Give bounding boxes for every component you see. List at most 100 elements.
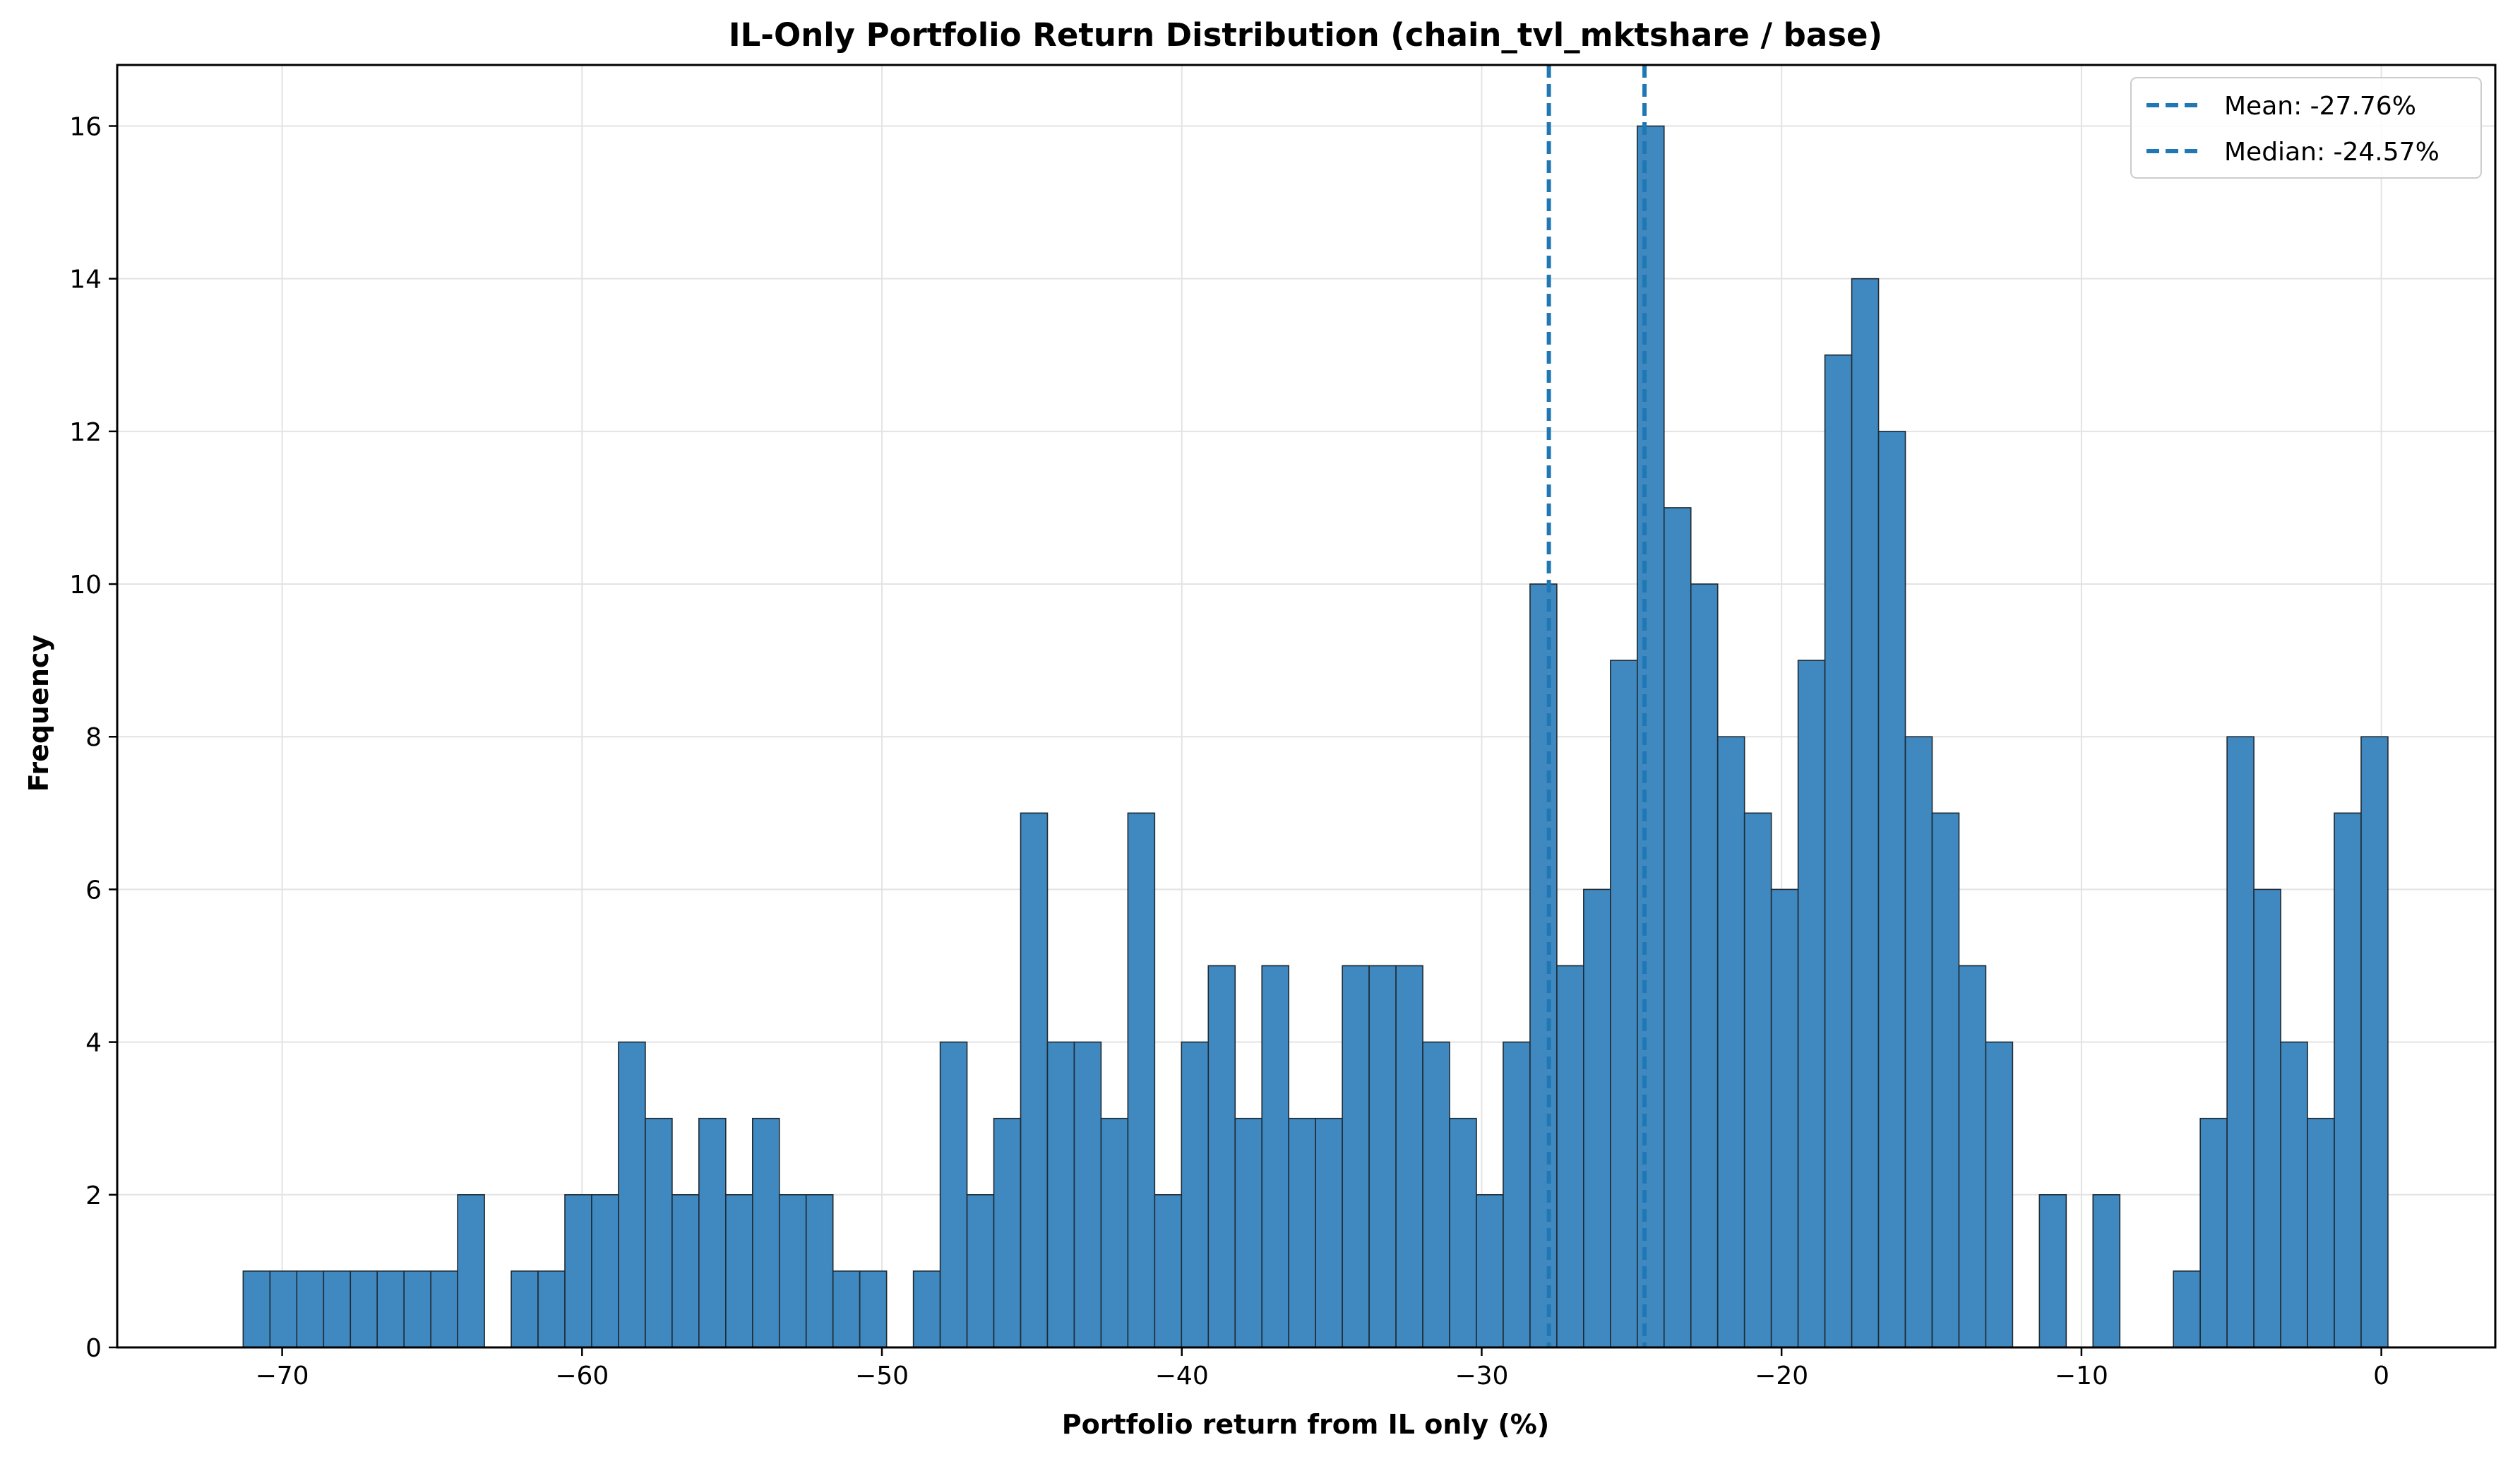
histogram-bar xyxy=(2253,888,2281,1348)
x-axis-label: Portfolio return from IL only (%) xyxy=(1062,1409,1549,1440)
histogram-bar xyxy=(1743,812,1772,1348)
histogram-bar xyxy=(2280,1041,2308,1348)
histogram-bar xyxy=(939,1041,968,1348)
y-tick-label: 2 xyxy=(85,1181,102,1210)
histogram-bar xyxy=(805,1194,834,1348)
y-tick-label: 0 xyxy=(85,1334,102,1363)
histogram-bar xyxy=(832,1270,861,1348)
histogram-bar xyxy=(993,1117,1022,1348)
histogram-bar xyxy=(510,1270,539,1348)
histogram-bar xyxy=(2334,812,2362,1348)
histogram-bar xyxy=(1958,965,1987,1348)
histogram-bar xyxy=(1716,736,1745,1348)
y-tick-label: 12 xyxy=(69,418,102,447)
histogram-bar xyxy=(1181,1041,1210,1348)
histogram-bar xyxy=(1851,278,1880,1348)
histogram-bar xyxy=(403,1270,431,1348)
x-tick-label: −40 xyxy=(1155,1362,1209,1390)
histogram-bar xyxy=(1610,660,1638,1348)
histogram-bar xyxy=(698,1117,727,1348)
histogram-bar xyxy=(1234,1117,1263,1348)
x-tick-label: −20 xyxy=(1755,1362,1808,1390)
histogram-bar xyxy=(1449,1117,1477,1348)
histogram-bar xyxy=(1985,1041,2014,1348)
histogram-bar xyxy=(1368,965,1397,1348)
histogram-bar xyxy=(242,1270,271,1348)
histogram-bar xyxy=(1207,965,1236,1348)
histogram-bar xyxy=(1663,507,1692,1348)
histogram-bar xyxy=(1583,888,1611,1348)
histogram-bar xyxy=(618,1041,646,1348)
histogram-bar xyxy=(1904,736,1933,1348)
histogram-bar xyxy=(1315,1117,1343,1348)
histogram-bar xyxy=(1824,354,1853,1348)
reference-lines xyxy=(1546,65,1647,1347)
histogram-bar xyxy=(1797,660,1826,1348)
histogram-bar xyxy=(1529,583,1558,1348)
histogram-bar xyxy=(671,1194,700,1348)
legend: Mean: -27.76% Median: -24.57% xyxy=(2130,77,2482,179)
histogram-bar xyxy=(1020,812,1049,1348)
histogram-bar xyxy=(1046,1041,1075,1348)
histogram-bar xyxy=(912,1270,941,1348)
histogram-bar xyxy=(2199,1117,2228,1348)
histogram-bar xyxy=(537,1270,566,1348)
x-tick-label: −30 xyxy=(1455,1362,1508,1390)
y-axis-label: Frequency xyxy=(23,635,54,792)
histogram-bar xyxy=(966,1194,995,1348)
legend-mean-label: Mean: -27.76% xyxy=(2224,92,2416,121)
y-axis-ticks: 0 2 4 6 8 10 12 14 16 xyxy=(69,112,117,1363)
histogram-bar xyxy=(778,1194,807,1348)
histogram-bar xyxy=(1422,1041,1450,1348)
histogram-bar xyxy=(1127,812,1156,1348)
histogram-bar xyxy=(1154,1194,1183,1348)
legend-box xyxy=(2130,77,2482,179)
y-tick-label: 16 xyxy=(69,112,102,141)
histogram-bar xyxy=(2360,736,2389,1348)
histogram-bar xyxy=(1637,125,1665,1348)
histogram-bar xyxy=(1877,431,1906,1348)
histogram-bar xyxy=(1556,965,1584,1348)
histogram-bar xyxy=(564,1194,592,1348)
y-tick-label: 14 xyxy=(69,266,102,294)
x-tick-label: 0 xyxy=(2373,1362,2389,1390)
histogram-bar xyxy=(1931,812,1960,1348)
histogram-bar xyxy=(1690,583,1719,1348)
histogram-bar xyxy=(1770,888,1799,1348)
histogram-bar xyxy=(457,1194,485,1348)
histogram-bar xyxy=(591,1194,619,1348)
histogram-bar xyxy=(269,1270,298,1348)
y-tick-label: 10 xyxy=(69,571,102,600)
plot-frame xyxy=(116,64,2497,1349)
histogram-bar xyxy=(2092,1194,2121,1348)
histogram-bar xyxy=(296,1270,325,1348)
histogram-bar xyxy=(1073,1041,1102,1348)
histogram-bar xyxy=(1100,1117,1129,1348)
histogram-bar xyxy=(2173,1270,2201,1348)
x-axis-ticks: −70 −60 −50 −40 −30 −20 −10 0 xyxy=(256,1347,2389,1390)
histogram-bar xyxy=(1476,1194,1504,1348)
histogram-bar xyxy=(323,1270,352,1348)
histogram-bar xyxy=(752,1117,780,1348)
histogram-bar xyxy=(725,1194,753,1348)
histogram-bar xyxy=(350,1270,378,1348)
x-tick-label: −50 xyxy=(855,1362,909,1390)
histogram-bar xyxy=(2226,736,2255,1348)
histogram-bar xyxy=(376,1270,405,1348)
histogram-bar xyxy=(1342,965,1370,1348)
y-tick-label: 6 xyxy=(85,876,102,905)
histogram-bar xyxy=(859,1270,888,1348)
histogram-bar xyxy=(1288,1117,1316,1348)
y-tick-label: 4 xyxy=(85,1029,102,1058)
histogram-bar xyxy=(645,1117,673,1348)
histogram-bar xyxy=(2307,1117,2335,1348)
chart-title: IL-Only Portfolio Return Distribution (c… xyxy=(729,16,1882,54)
x-tick-label: −10 xyxy=(2055,1362,2108,1390)
legend-median-label: Median: -24.57% xyxy=(2224,138,2440,167)
histogram-bar xyxy=(1261,965,1289,1348)
histogram-bar xyxy=(1503,1041,1531,1348)
histogram-bar xyxy=(430,1270,458,1348)
y-tick-label: 8 xyxy=(85,723,102,752)
histogram-bar xyxy=(2038,1194,2067,1348)
